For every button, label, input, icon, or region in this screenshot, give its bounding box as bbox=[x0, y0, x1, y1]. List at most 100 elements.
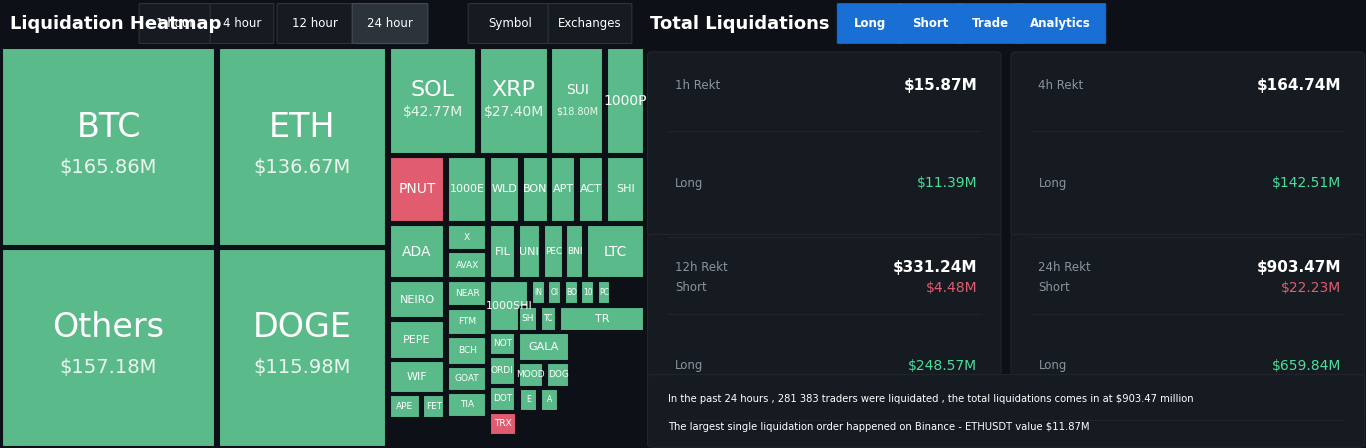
Text: FIL: FIL bbox=[494, 246, 511, 257]
Text: TIA: TIA bbox=[460, 401, 474, 409]
Text: X: X bbox=[464, 233, 470, 241]
Text: 24h Rekt: 24h Rekt bbox=[1038, 261, 1091, 274]
Text: 10: 10 bbox=[583, 288, 593, 297]
Text: Long: Long bbox=[675, 359, 703, 372]
Text: PEC: PEC bbox=[545, 247, 561, 256]
Text: UNI: UNI bbox=[519, 246, 540, 257]
Text: TR: TR bbox=[594, 314, 609, 324]
FancyBboxPatch shape bbox=[519, 224, 540, 278]
Text: MOOD: MOOD bbox=[516, 370, 545, 379]
Text: GOAT: GOAT bbox=[455, 375, 479, 383]
Text: Total Liquidations: Total Liquidations bbox=[650, 14, 829, 33]
Text: WIF: WIF bbox=[407, 372, 428, 382]
Text: Exchanges: Exchanges bbox=[559, 17, 622, 30]
Text: SUI: SUI bbox=[566, 83, 589, 97]
FancyBboxPatch shape bbox=[598, 281, 611, 305]
FancyBboxPatch shape bbox=[448, 309, 486, 335]
Text: WLD: WLD bbox=[492, 185, 518, 194]
FancyBboxPatch shape bbox=[389, 224, 444, 278]
Text: APT: APT bbox=[553, 185, 574, 194]
Text: Long: Long bbox=[1038, 177, 1067, 190]
FancyBboxPatch shape bbox=[544, 224, 563, 278]
FancyBboxPatch shape bbox=[389, 156, 444, 222]
Text: Liquidation Heatmap: Liquidation Heatmap bbox=[10, 14, 221, 33]
Text: $15.87M: $15.87M bbox=[903, 78, 977, 93]
FancyBboxPatch shape bbox=[897, 4, 963, 43]
Text: PNUT: PNUT bbox=[399, 182, 436, 196]
Text: DOT: DOT bbox=[493, 394, 512, 403]
Text: BNI: BNI bbox=[567, 247, 582, 256]
Text: ORDI: ORDI bbox=[490, 366, 514, 375]
Text: Symbol: Symbol bbox=[488, 17, 531, 30]
Text: $331.24M: $331.24M bbox=[893, 260, 977, 275]
FancyBboxPatch shape bbox=[548, 4, 632, 43]
FancyBboxPatch shape bbox=[586, 224, 645, 278]
FancyBboxPatch shape bbox=[219, 48, 385, 246]
Text: A: A bbox=[546, 396, 552, 405]
FancyBboxPatch shape bbox=[479, 48, 548, 154]
FancyBboxPatch shape bbox=[490, 333, 515, 354]
Text: $165.86M: $165.86M bbox=[60, 158, 157, 177]
FancyBboxPatch shape bbox=[549, 281, 561, 305]
Text: BTC: BTC bbox=[76, 111, 141, 144]
FancyBboxPatch shape bbox=[469, 4, 552, 43]
FancyBboxPatch shape bbox=[519, 333, 570, 361]
Text: $42.77M: $42.77M bbox=[403, 105, 463, 119]
Text: The largest single liquidation order happened on Binance - ETHUSDT value $11.87M: The largest single liquidation order hap… bbox=[668, 422, 1089, 432]
Text: APE: APE bbox=[396, 402, 414, 411]
FancyBboxPatch shape bbox=[958, 4, 1023, 43]
Text: PC: PC bbox=[600, 288, 609, 297]
Text: Long: Long bbox=[854, 17, 887, 30]
Text: ACT: ACT bbox=[581, 185, 602, 194]
FancyBboxPatch shape bbox=[448, 337, 486, 365]
FancyBboxPatch shape bbox=[490, 357, 515, 385]
FancyBboxPatch shape bbox=[490, 413, 516, 435]
FancyBboxPatch shape bbox=[566, 281, 578, 305]
Text: ADA: ADA bbox=[402, 245, 432, 258]
FancyBboxPatch shape bbox=[837, 4, 903, 43]
FancyBboxPatch shape bbox=[448, 367, 486, 391]
Text: SHI: SHI bbox=[616, 185, 635, 194]
Text: $4.48M: $4.48M bbox=[926, 280, 977, 295]
Text: 24 hour: 24 hour bbox=[367, 17, 413, 30]
Text: 12 hour: 12 hour bbox=[292, 17, 337, 30]
Text: Others: Others bbox=[52, 311, 164, 344]
FancyBboxPatch shape bbox=[352, 4, 428, 43]
Text: 4 hour: 4 hour bbox=[223, 17, 261, 30]
FancyBboxPatch shape bbox=[389, 281, 444, 319]
FancyBboxPatch shape bbox=[1014, 4, 1106, 43]
Text: $164.74M: $164.74M bbox=[1257, 78, 1341, 93]
FancyBboxPatch shape bbox=[1, 249, 216, 447]
Text: $136.67M: $136.67M bbox=[254, 158, 351, 177]
Text: SH: SH bbox=[522, 314, 534, 323]
FancyBboxPatch shape bbox=[210, 4, 273, 43]
FancyBboxPatch shape bbox=[389, 395, 419, 418]
Text: BCH: BCH bbox=[458, 346, 477, 355]
FancyBboxPatch shape bbox=[541, 389, 559, 411]
Text: 1000E: 1000E bbox=[449, 185, 485, 194]
FancyBboxPatch shape bbox=[567, 224, 583, 278]
Text: IN: IN bbox=[534, 288, 542, 297]
Text: ETH: ETH bbox=[269, 111, 336, 144]
FancyBboxPatch shape bbox=[423, 395, 444, 418]
Text: 1 hour: 1 hour bbox=[156, 17, 194, 30]
Text: $157.18M: $157.18M bbox=[60, 358, 157, 377]
FancyBboxPatch shape bbox=[579, 156, 602, 222]
FancyBboxPatch shape bbox=[490, 281, 529, 331]
Text: Short: Short bbox=[675, 281, 706, 294]
FancyBboxPatch shape bbox=[448, 393, 486, 417]
Text: $27.40M: $27.40M bbox=[484, 105, 544, 119]
FancyBboxPatch shape bbox=[1, 48, 216, 246]
Text: DOGE: DOGE bbox=[253, 311, 352, 344]
FancyBboxPatch shape bbox=[277, 4, 352, 43]
Text: $22.23M: $22.23M bbox=[1280, 280, 1341, 295]
FancyBboxPatch shape bbox=[448, 252, 486, 278]
Text: $903.47M: $903.47M bbox=[1257, 260, 1341, 275]
FancyBboxPatch shape bbox=[490, 387, 515, 411]
Text: 1000SHI: 1000SHI bbox=[486, 301, 533, 310]
Text: 1000P: 1000P bbox=[604, 94, 647, 108]
FancyBboxPatch shape bbox=[519, 363, 544, 387]
Text: OI: OI bbox=[550, 288, 559, 297]
Text: $248.57M: $248.57M bbox=[908, 359, 977, 373]
Text: BON: BON bbox=[523, 185, 548, 194]
